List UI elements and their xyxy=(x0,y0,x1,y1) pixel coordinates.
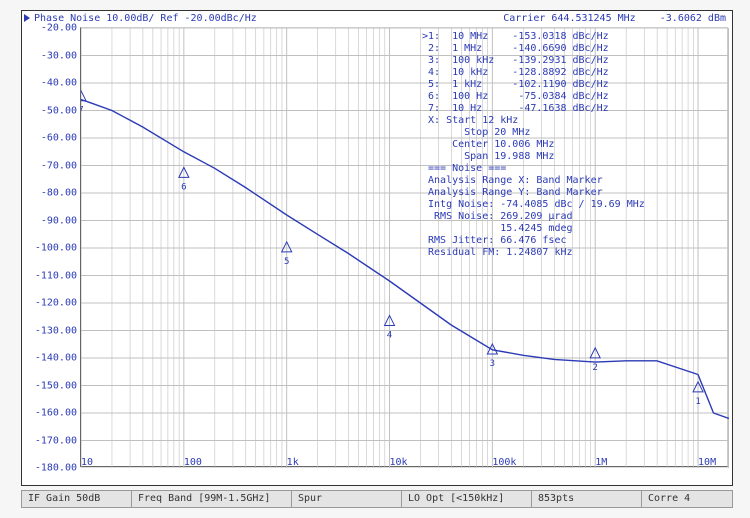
carrier-readout: Carrier 644.531245 MHz -3.6062 dBm xyxy=(503,13,726,24)
y-tick-label: -130.00 xyxy=(35,325,77,336)
y-tick-label: -40.00 xyxy=(41,78,77,89)
y-tick-label: -70.00 xyxy=(41,160,77,171)
svg-text:5: 5 xyxy=(284,257,289,267)
status-bar: IF Gain 50dB Freq Band [99M-1.5GHz] Spur… xyxy=(21,490,733,508)
status-pts: 853pts xyxy=(532,491,642,507)
y-tick-label: -90.00 xyxy=(41,215,77,226)
svg-text:1k: 1k xyxy=(287,457,299,468)
y-tick-label: -20.00 xyxy=(41,23,77,34)
svg-text:7: 7 xyxy=(81,106,84,116)
svg-text:10: 10 xyxy=(81,457,93,468)
status-if-gain: IF Gain 50dB xyxy=(22,491,132,507)
y-tick-label: -60.00 xyxy=(41,133,77,144)
phase-noise-chart-window: Phase Noise 10.00dB/ Ref -20.00dBc/Hz Ca… xyxy=(21,10,733,486)
y-tick-label: -160.00 xyxy=(35,408,77,419)
status-freq-band: Freq Band [99M-1.5GHz] xyxy=(132,491,292,507)
svg-text:2: 2 xyxy=(592,363,597,373)
carrier-freq-label: Carrier 644.531245 MHz xyxy=(503,13,635,24)
carrier-power-label: -3.6062 dBm xyxy=(660,13,726,24)
svg-text:10k: 10k xyxy=(390,457,408,468)
y-tick-label: -50.00 xyxy=(41,105,77,116)
svg-text:3: 3 xyxy=(490,359,495,369)
svg-text:1M: 1M xyxy=(595,457,607,468)
svg-text:1: 1 xyxy=(695,397,700,407)
svg-text:100: 100 xyxy=(184,457,202,468)
status-spur: Spur xyxy=(292,491,402,507)
y-tick-label: -100.00 xyxy=(35,243,77,254)
y-tick-label: -110.00 xyxy=(35,270,77,281)
active-trace-indicator xyxy=(24,14,30,22)
y-tick-label: -140.00 xyxy=(35,353,77,364)
chart-titlebar: Phase Noise 10.00dB/ Ref -20.00dBc/Hz Ca… xyxy=(22,11,732,27)
svg-text:4: 4 xyxy=(387,330,392,340)
y-tick-label: -80.00 xyxy=(41,188,77,199)
y-tick-label: -180.00 xyxy=(35,463,77,474)
status-lo-opt: LO Opt [<150kHz] xyxy=(402,491,532,507)
marker-readout-panel: >1: 10 MHz -153.0318 dBc/Hz 2: 1 MHz -14… xyxy=(422,31,645,259)
y-tick-label: -120.00 xyxy=(35,298,77,309)
y-tick-label: -170.00 xyxy=(35,435,77,446)
svg-text:10M: 10M xyxy=(698,457,716,468)
y-tick-label: -30.00 xyxy=(41,50,77,61)
status-corr: Corre 4 xyxy=(642,491,732,507)
svg-text:100k: 100k xyxy=(492,457,516,468)
svg-text:6: 6 xyxy=(181,182,186,192)
y-tick-label: -150.00 xyxy=(35,380,77,391)
